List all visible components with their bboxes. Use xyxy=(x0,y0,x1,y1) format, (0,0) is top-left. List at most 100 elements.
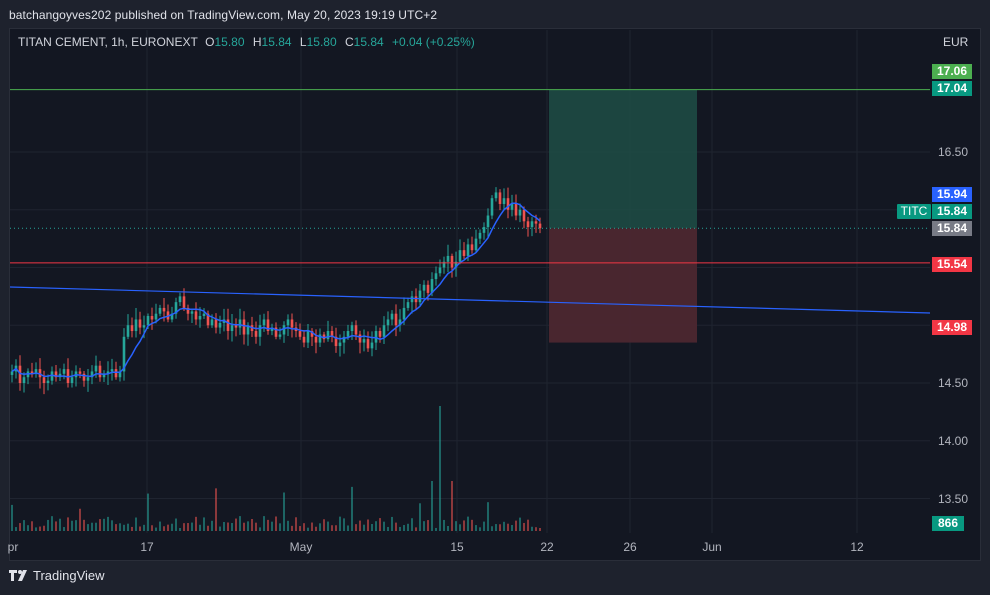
volume-bar xyxy=(35,527,37,531)
position-entry-badge: 15.84 xyxy=(932,221,972,236)
candle-body xyxy=(10,371,14,375)
trend-line[interactable] xyxy=(9,286,931,314)
candle-body xyxy=(478,232,482,239)
volume-bar xyxy=(207,525,209,531)
candle-body xyxy=(470,244,474,251)
volume-bar xyxy=(503,521,505,531)
candle-body xyxy=(66,369,70,383)
volume-bar xyxy=(387,526,389,531)
footer-brand-label: TradingView xyxy=(33,568,105,583)
volume-bar xyxy=(87,524,89,531)
candle-body xyxy=(114,369,118,378)
candle-body xyxy=(282,325,286,335)
volume-bar xyxy=(267,519,269,531)
volume-bar xyxy=(95,522,97,531)
candle-body xyxy=(50,371,54,381)
y-tick-13-50: 13.50 xyxy=(938,492,969,506)
volume-bar xyxy=(191,522,193,531)
volume-bar xyxy=(163,526,165,531)
candle-body xyxy=(290,319,294,328)
volume-bar xyxy=(391,516,393,531)
legend-close-value: 15.84 xyxy=(353,35,384,49)
volume-bar xyxy=(419,503,421,531)
candle-body xyxy=(86,377,90,381)
candle-body xyxy=(210,319,214,326)
candle-body xyxy=(182,296,186,308)
candle-body xyxy=(306,331,310,343)
volume-bar xyxy=(151,525,153,531)
candle-body xyxy=(514,203,518,216)
volume-bar xyxy=(155,527,157,531)
candle-body xyxy=(130,325,134,332)
legend-symbol: TITAN CEMENT, 1h, EURONEXT xyxy=(18,35,198,49)
candle-body xyxy=(466,244,470,256)
volume-bar xyxy=(431,481,433,531)
volume-bar xyxy=(215,488,217,531)
volume-bar xyxy=(399,526,401,531)
candle-body xyxy=(374,331,378,343)
currency-label[interactable]: EUR xyxy=(943,35,969,49)
candle-body xyxy=(526,221,530,228)
volume-bar xyxy=(119,523,121,531)
legend-high-value: 15.84 xyxy=(261,35,292,49)
volume-bar xyxy=(179,527,181,531)
volume-bar xyxy=(255,522,257,531)
candle-body xyxy=(194,311,198,320)
candle-body xyxy=(538,223,542,229)
grid-lines xyxy=(10,30,930,533)
tradingview-logo-icon xyxy=(9,570,27,581)
candlesticks xyxy=(10,187,542,395)
volume-bar xyxy=(187,523,189,531)
candle-body xyxy=(314,336,318,343)
candle-body xyxy=(406,302,410,308)
candle-body xyxy=(34,369,38,374)
candle-body xyxy=(530,221,534,228)
candle-body xyxy=(446,255,450,262)
candle-body xyxy=(186,307,190,314)
chart-panel[interactable] xyxy=(9,28,981,561)
candle-body xyxy=(522,209,526,222)
legend-close-key: C xyxy=(344,35,354,49)
stop-loss-zone[interactable] xyxy=(549,228,697,343)
volume-bar xyxy=(91,522,93,531)
target-upper-badge: 17.06 xyxy=(932,64,972,79)
volume-bar xyxy=(535,527,537,531)
candle-body xyxy=(370,342,374,349)
volume-bar xyxy=(443,519,445,531)
x-tick-15: 15 xyxy=(450,540,464,554)
volume-bar xyxy=(39,526,41,531)
footer-brand[interactable]: TradingView xyxy=(9,568,105,583)
volume-bar xyxy=(335,525,337,531)
volume-bar xyxy=(383,521,385,531)
candle-body xyxy=(170,313,174,320)
volume-bar xyxy=(203,517,205,531)
volume-bar xyxy=(499,524,501,531)
candle-body xyxy=(534,221,538,224)
volume-bar xyxy=(23,520,25,531)
volume-bar xyxy=(195,516,197,531)
take-profit-zone[interactable] xyxy=(549,89,697,229)
candle-body xyxy=(502,198,506,204)
candle-body xyxy=(238,319,242,328)
volume-bar xyxy=(135,517,137,531)
candle-body xyxy=(302,336,306,343)
series-legend: TITAN CEMENT, 1h, EURONEXT O15.80 H15.84… xyxy=(18,35,475,49)
volume-bar xyxy=(427,520,429,531)
candle-body xyxy=(262,319,266,326)
volume-bar xyxy=(487,502,489,531)
moving-average-line[interactable] xyxy=(11,202,541,378)
volume-bar xyxy=(27,525,29,531)
volume-bar xyxy=(283,492,285,531)
volume-bar xyxy=(415,527,417,531)
volume-bar xyxy=(515,520,517,531)
candle-body xyxy=(442,261,446,268)
candle-body xyxy=(298,331,302,337)
candle-body xyxy=(102,373,106,378)
legend-high-key: H xyxy=(252,35,262,49)
volume-bar xyxy=(511,524,513,531)
candle-body xyxy=(82,373,86,381)
volume-bar xyxy=(83,519,85,531)
candle-body xyxy=(366,339,370,349)
candle-body xyxy=(162,307,166,312)
